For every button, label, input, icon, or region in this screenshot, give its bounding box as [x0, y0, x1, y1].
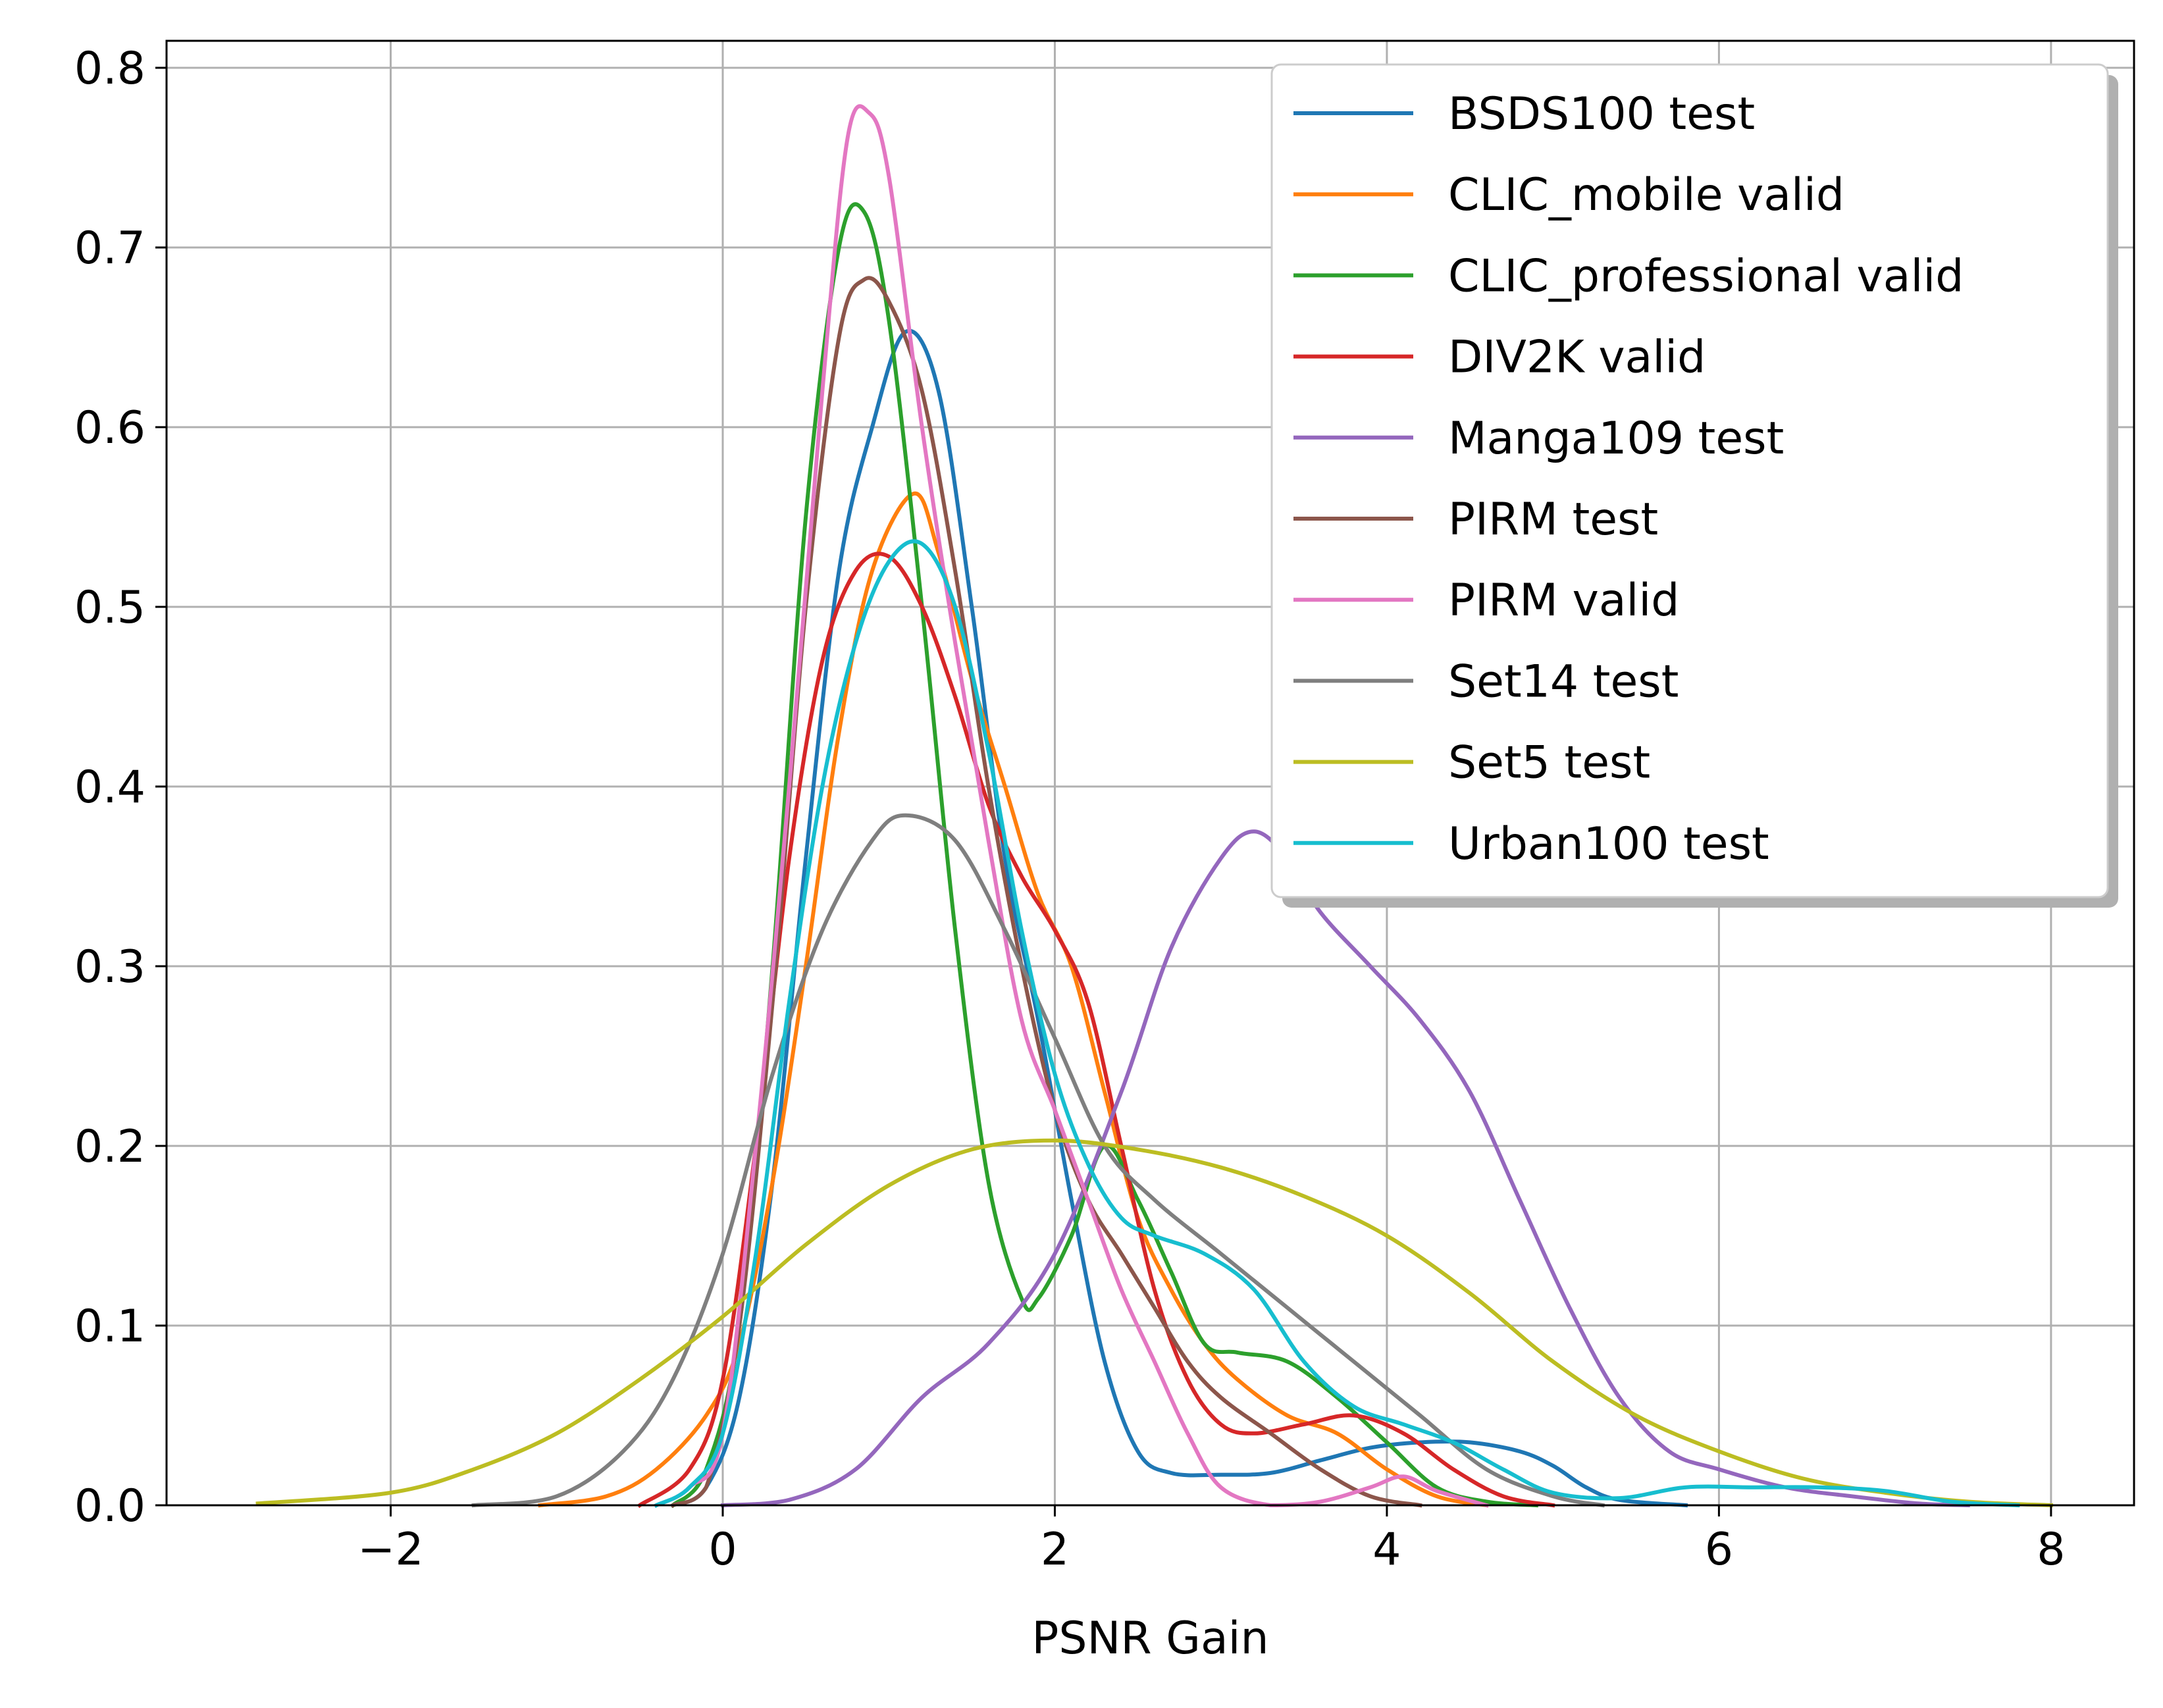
- x-tick-label: 8: [2037, 1524, 2065, 1576]
- plot-frame: [165, 39, 2135, 1507]
- x-tick-label: 4: [1372, 1524, 1401, 1576]
- series-line-manga109-test: [720, 829, 1970, 1508]
- x-tick-label: 2: [1041, 1524, 1069, 1576]
- legend-label-clic-professional-valid: CLIC_professional valid: [1448, 250, 1964, 302]
- x-axis-label: PSNR Gain: [1031, 1613, 1268, 1665]
- y-tick-label: 0.8: [74, 43, 145, 95]
- y-tick-label: 0.6: [74, 402, 145, 454]
- y-tick-label: 0.0: [74, 1480, 145, 1532]
- x-tick-label: 0: [708, 1524, 737, 1576]
- legend-label-bsds100-test: BSDS100 test: [1448, 88, 1755, 140]
- series-line-pirm-test: [670, 276, 1422, 1509]
- y-tick-label: 0.2: [74, 1121, 145, 1173]
- series-line-urban100-test: [654, 539, 2020, 1509]
- x-tick-label: −2: [357, 1524, 423, 1576]
- series-layer: [255, 104, 2054, 1509]
- y-tick-label: 0.1: [74, 1301, 145, 1353]
- tick-layer: −2 0 2 4 6 8 0.0 0.1 0.2 0.3 0.4 0.5 0.6 0.7 0.8: [74, 43, 2066, 1576]
- y-tick-label: 0.5: [74, 582, 145, 634]
- legend-label-pirm-valid: PIRM valid: [1448, 575, 1679, 627]
- series-line-clic-professional-valid: [670, 202, 1539, 1509]
- legend-label-set5-test: Set5 test: [1448, 737, 1650, 789]
- legend-label-manga109-test: Manga109 test: [1448, 413, 1784, 465]
- legend-label-urban100-test: Urban100 test: [1448, 818, 1769, 870]
- series-line-set5-test: [255, 1138, 2054, 1508]
- y-tick-label: 0.7: [74, 222, 145, 274]
- legend-label-set14-test: Set14 test: [1448, 656, 1679, 708]
- y-tick-label: 0.4: [74, 762, 145, 814]
- legend-label-clic-mobile-valid: CLIC_mobile valid: [1448, 169, 1844, 221]
- series-line-pirm-valid: [654, 104, 1490, 1509]
- x-tick-label: 6: [1705, 1524, 1733, 1576]
- legend: BSDS100 test CLIC_mobile valid CLIC_profes…: [1270, 63, 2118, 908]
- y-tick-label: 0.3: [74, 941, 145, 993]
- legend-label-div2k-valid: DIV2K valid: [1448, 332, 1706, 384]
- legend-box: [1270, 63, 2109, 898]
- legend-label-pirm-test: PIRM test: [1448, 494, 1658, 546]
